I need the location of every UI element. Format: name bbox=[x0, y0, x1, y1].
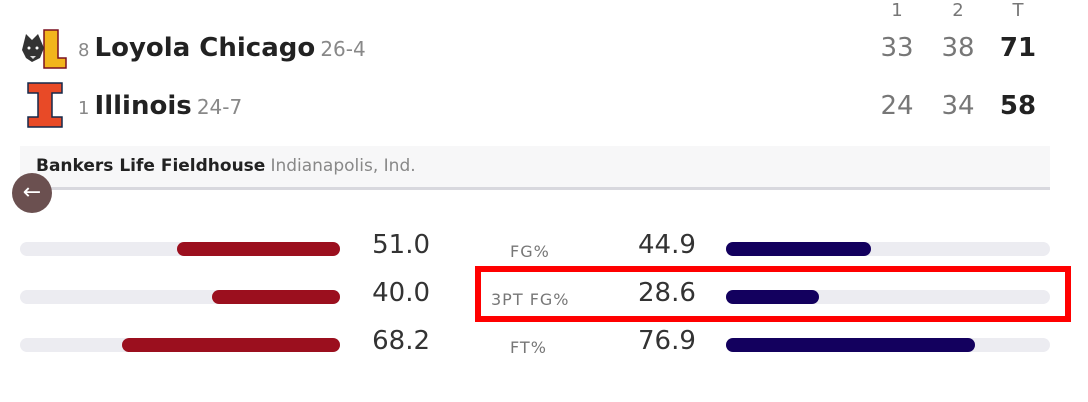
left-stat-value: 51.0 bbox=[372, 230, 430, 260]
team-record: 24-7 bbox=[196, 95, 243, 119]
score-period-2: 38 bbox=[941, 33, 975, 63]
team-rank: 8 bbox=[78, 40, 90, 61]
period-2-header: 2 bbox=[952, 0, 964, 21]
team-record: 26-4 bbox=[320, 37, 366, 61]
score-total: 71 bbox=[999, 33, 1037, 63]
left-stat-bar-fill bbox=[176, 242, 340, 256]
total-header: T bbox=[1012, 0, 1024, 21]
venue-bar: Bankers Life Fieldhouse Indianapolis, In… bbox=[20, 146, 1050, 190]
right-stat-bar-fill bbox=[726, 242, 872, 256]
score-period-2: 34 bbox=[941, 91, 975, 121]
left-stat-bar-track bbox=[20, 338, 340, 352]
illinois-logo bbox=[27, 82, 63, 132]
stat-label: FT% bbox=[510, 338, 547, 357]
team-rank: 1 bbox=[78, 98, 90, 119]
back-button[interactable]: ← bbox=[12, 173, 52, 213]
left-stat-bar-track bbox=[20, 242, 340, 256]
right-stat-value: 44.9 bbox=[638, 230, 696, 260]
left-stat-bar-fill bbox=[212, 290, 340, 304]
team-name-illinois[interactable]: Illinois bbox=[94, 91, 192, 121]
period-1-header: 1 bbox=[891, 0, 903, 21]
right-stat-bar-track bbox=[726, 338, 1050, 352]
left-stat-bar-fill bbox=[121, 338, 340, 352]
stat-label: FG% bbox=[510, 242, 550, 261]
right-stat-bar-fill bbox=[726, 290, 819, 304]
score-period-1: 24 bbox=[880, 91, 914, 121]
right-stat-bar-track bbox=[726, 242, 1050, 256]
right-stat-value: 76.9 bbox=[638, 326, 696, 356]
highlight-box bbox=[475, 266, 1071, 322]
right-stat-bar-fill bbox=[726, 338, 976, 352]
left-stat-bar-track bbox=[20, 290, 340, 304]
right-stat-value: 28.6 bbox=[638, 278, 696, 308]
score-total: 58 bbox=[999, 91, 1037, 121]
left-stat-value: 40.0 bbox=[372, 278, 430, 308]
right-stat-bar-track bbox=[726, 290, 1050, 304]
venue-location: Indianapolis, Ind. bbox=[270, 156, 416, 176]
score-period-1: 33 bbox=[880, 33, 914, 63]
stat-label: 3PT FG% bbox=[491, 290, 570, 309]
venue-name: Bankers Life Fieldhouse bbox=[36, 156, 266, 176]
team-name-loyola[interactable]: Loyola Chicago bbox=[94, 33, 316, 63]
left-stat-value: 68.2 bbox=[372, 326, 430, 356]
arrow-left-icon: ← bbox=[22, 180, 42, 205]
loyola-logo bbox=[20, 26, 68, 74]
